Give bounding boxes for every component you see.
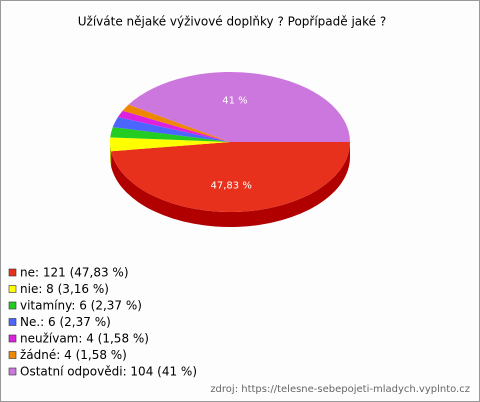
slice (110, 127, 230, 142)
slice (122, 104, 230, 142)
legend-swatch (8, 268, 17, 277)
legend-swatch (8, 367, 17, 376)
legend-swatch (8, 351, 17, 359)
legend-label: ne: 121 (47,83 %) (20, 266, 129, 280)
source: zdroj: https://telesne-sebepojeti-mladyc… (210, 384, 470, 395)
slice (128, 72, 350, 142)
legend-swatch (8, 285, 17, 293)
legend-label: žádné: 4 (1,58 %) (20, 348, 127, 362)
legend-label: Ostatní odpovědi: 104 (41 %) (20, 365, 197, 379)
chart-title: Užíváte nějaké výživové doplňky ? Popříp… (78, 15, 386, 29)
slice (117, 110, 230, 142)
slice-side (111, 142, 350, 227)
legend-label: vitamíny: 6 (2,37 %) (20, 299, 142, 313)
slice-side (110, 142, 112, 167)
slice-label: 41 % (222, 95, 247, 106)
legend-swatch (8, 318, 17, 326)
legend-label: Ne.: 6 (2,37 %) (20, 315, 111, 329)
slice (111, 142, 350, 212)
slice (112, 117, 230, 142)
legend-swatch (8, 334, 17, 343)
slice (110, 137, 230, 152)
legend-label: neužívam: 4 (1,58 %) (20, 332, 149, 346)
legend-label: nie: 8 (3,16 %) (20, 282, 109, 296)
legend-swatch (8, 301, 17, 310)
slice-label: 47,83 % (211, 180, 252, 191)
